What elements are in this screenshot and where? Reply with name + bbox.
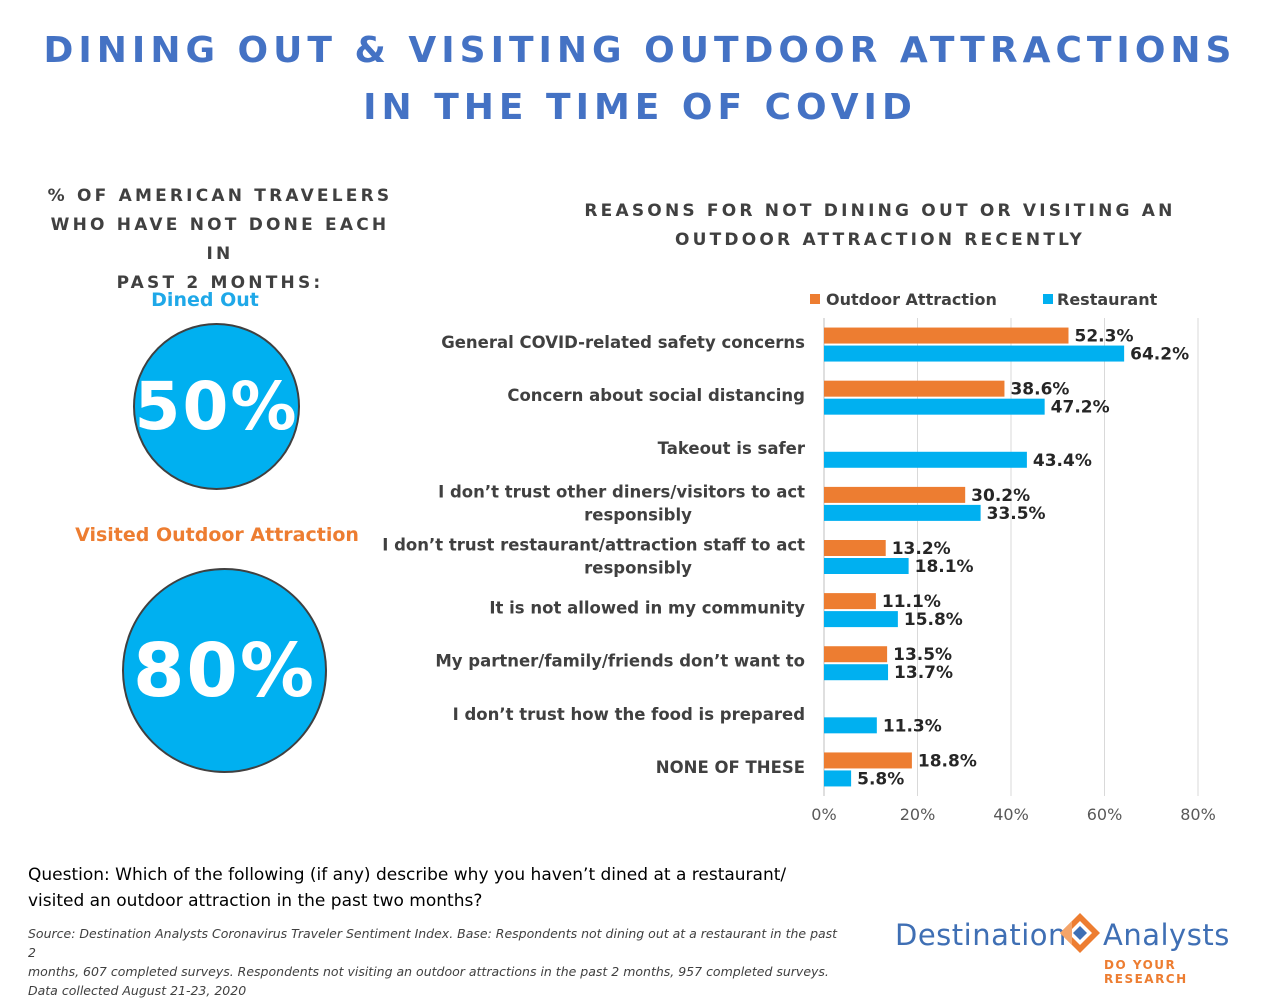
data-label: 30.2%	[971, 486, 1030, 506]
category-label: Takeout is safer	[658, 439, 806, 458]
title-line-2: IN THE TIME OF COVID	[363, 87, 917, 128]
left-heading-line: % OF AMERICAN TRAVELERS	[47, 186, 393, 206]
logo-word-analysts: Analysts	[1103, 918, 1230, 952]
bar-restaurant	[824, 504, 981, 521]
dined-out-circle: 50%	[133, 323, 300, 490]
bar-restaurant	[824, 611, 898, 628]
dined-out-label: Dined Out	[151, 289, 259, 311]
data-label: 11.3%	[883, 716, 942, 736]
bar-restaurant	[824, 558, 909, 574]
category-label: I don’t trust other diners/visitors to a…	[438, 482, 805, 501]
left-heading-line: WHO HAVE NOT DONE EACH IN	[50, 215, 390, 264]
category-label: I don’t trust how the food is prepared	[453, 705, 805, 724]
source-line: months, 607 completed surveys. Responden…	[28, 964, 829, 979]
category-label: NONE OF THESE	[656, 758, 805, 777]
data-label: 11.1%	[882, 592, 941, 612]
bar-restaurant	[824, 664, 889, 681]
x-tick-label: 80%	[1180, 805, 1216, 824]
x-tick-label: 60%	[1087, 805, 1123, 824]
data-label: 38.6%	[1010, 380, 1069, 400]
bar-outdoor-attraction	[824, 540, 886, 556]
left-panel-heading: % OF AMERICAN TRAVELERS WHO HAVE NOT DON…	[40, 182, 400, 298]
legend-swatch	[810, 294, 820, 304]
legend-label: Outdoor Attraction	[826, 290, 997, 309]
chart-heading: REASONS FOR NOT DINING OUT OR VISITING A…	[560, 197, 1200, 255]
data-label: 43.4%	[1033, 451, 1092, 471]
bar-restaurant	[824, 451, 1027, 468]
question-line: visited an outdoor attraction in the pas…	[28, 891, 483, 911]
survey-question: Question: Which of the following (if any…	[28, 862, 828, 914]
data-label: 13.5%	[893, 645, 952, 665]
x-tick-label: 0%	[811, 805, 836, 824]
data-label: 33.5%	[987, 504, 1046, 524]
data-label: 52.3%	[1075, 327, 1134, 347]
visited-outdoor-circle: 80%	[122, 568, 327, 773]
category-label: responsibly	[584, 505, 692, 524]
bar-outdoor-attraction	[824, 752, 912, 769]
bar-restaurant	[824, 717, 877, 734]
category-label: I don’t trust restaurant/attraction staf…	[382, 535, 805, 554]
logo-tagline: DO YOUR RESEARCH	[1104, 958, 1188, 986]
data-label: 18.8%	[918, 751, 977, 771]
category-label: General COVID-related safety concerns	[441, 333, 805, 352]
bar-outdoor-attraction	[824, 327, 1069, 344]
data-label: 5.8%	[857, 769, 904, 789]
chart-heading-line: REASONS FOR NOT DINING OUT OR VISITING A…	[584, 201, 1176, 221]
category-label: It is not allowed in my community	[489, 599, 805, 618]
category-label: Concern about social distancing	[507, 386, 805, 405]
bar-restaurant	[824, 345, 1125, 362]
data-label: 47.2%	[1051, 398, 1110, 418]
data-label: 64.2%	[1130, 345, 1189, 365]
source-line: Data collected August 21-23, 2020	[28, 983, 247, 998]
logo-word-destination: Destination	[895, 918, 1067, 952]
dined-out-value: 50%	[134, 368, 299, 445]
data-label: 15.8%	[904, 610, 963, 630]
visited-outdoor-value: 80%	[132, 627, 317, 714]
x-tick-label: 20%	[900, 805, 936, 824]
source-line: Source: Destination Analysts Coronavirus…	[28, 926, 838, 960]
legend-label: Restaurant	[1057, 290, 1158, 309]
question-line: Question: Which of the following (if any…	[28, 865, 787, 885]
data-label: 13.7%	[894, 663, 953, 683]
bar-outdoor-attraction	[824, 486, 966, 503]
source-note: Source: Destination Analysts Coronavirus…	[28, 924, 838, 1000]
diamond-logo-icon	[1060, 913, 1100, 953]
category-label: responsibly	[584, 558, 692, 577]
bar-outdoor-attraction	[824, 380, 1005, 397]
legend-swatch	[1043, 294, 1053, 304]
left-heading-line: PAST 2 MONTHS:	[116, 273, 324, 293]
destination-analysts-logo: Destination Analysts DO YOUR RESEARCH	[895, 910, 1255, 986]
title-line-1: DINING OUT & VISITING OUTDOOR ATTRACTION…	[43, 30, 1237, 71]
visited-outdoor-label: Visited Outdoor Attraction	[75, 524, 359, 546]
bar-restaurant	[824, 770, 852, 787]
x-tick-label: 40%	[993, 805, 1029, 824]
category-label: My partner/family/friends don’t want to	[435, 652, 805, 671]
bar-outdoor-attraction	[824, 593, 876, 610]
chart-heading-line: OUTDOOR ATTRACTION RECENTLY	[674, 230, 1086, 250]
bar-outdoor-attraction	[824, 646, 888, 663]
bar-restaurant	[824, 398, 1045, 415]
data-label: 13.2%	[892, 539, 951, 559]
data-label: 18.1%	[915, 557, 974, 577]
